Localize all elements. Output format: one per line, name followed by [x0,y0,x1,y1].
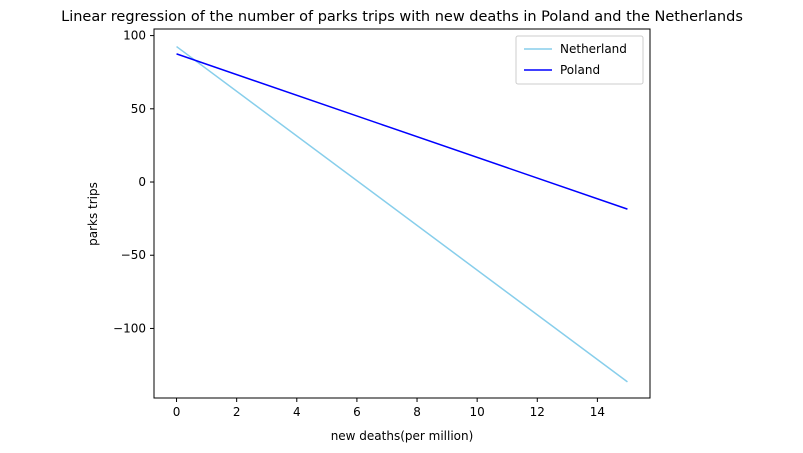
x-tick-label: 4 [293,405,301,419]
y-axis-label: parks trips [86,182,100,246]
y-tick-label: −50 [121,248,146,262]
chart-title: Linear regression of the number of parks… [61,9,743,25]
x-tick-label: 8 [413,405,421,419]
x-axis-label: new deaths(per million) [331,429,474,443]
y-tick-label: 50 [131,102,146,116]
x-tick-label: 12 [530,405,545,419]
x-tick-label: 10 [470,405,485,419]
plot-area [176,45,628,383]
y-axis: 100 50 0 −50 −100 [113,29,154,335]
x-tick-label: 14 [590,405,605,419]
x-tick-label: 0 [173,405,181,419]
legend-label-netherland: Netherland [560,42,627,56]
series-line-netherland [176,45,628,383]
y-tick-label: 0 [138,175,146,189]
plot-frame [153,28,651,399]
x-axis: 0 2 4 6 8 10 12 14 [173,398,605,419]
legend-box [515,35,644,85]
legend: Netherland Poland [515,35,644,85]
y-tick-label: −100 [113,321,146,335]
x-tick-label: 2 [233,405,241,419]
y-tick-label: 100 [123,29,146,43]
series-line-poland [176,53,628,210]
x-tick-label: 6 [353,405,361,419]
legend-label-poland: Poland [560,63,600,77]
